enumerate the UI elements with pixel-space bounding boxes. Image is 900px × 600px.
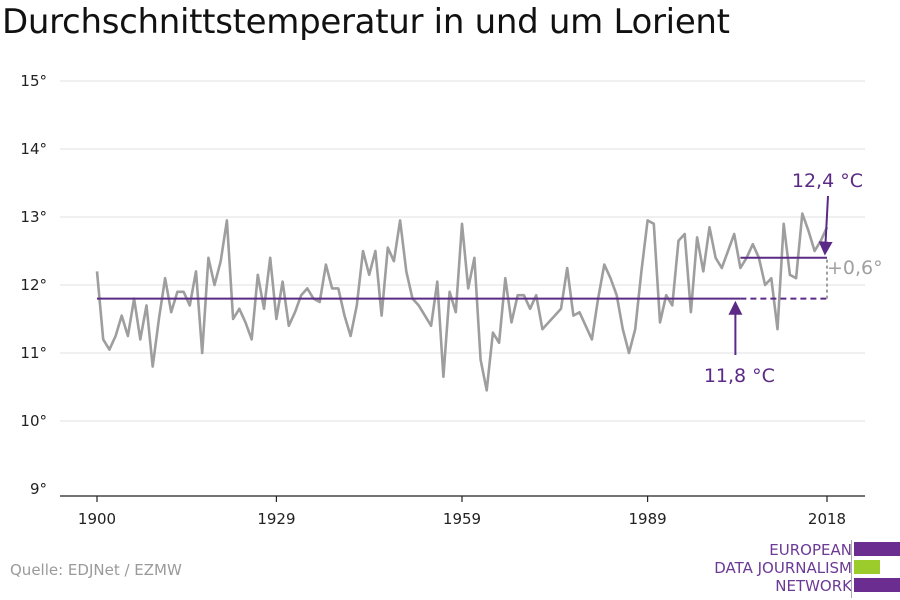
x-tick-label: 1900	[78, 510, 116, 528]
logo-line-2: DATA JOURNALISM	[714, 559, 852, 577]
y-tick-label: 13°	[20, 208, 47, 226]
x-tick-label: 2018	[808, 510, 846, 528]
logo-line-1: EUROPEAN	[769, 541, 852, 559]
y-tick-label: 12°	[20, 276, 47, 294]
logo-line-3: NETWORK	[775, 577, 852, 595]
x-axis	[60, 495, 865, 502]
chart-title: Durchschnittstemperatur in und um Lorien…	[2, 2, 730, 42]
logo-bar-green	[854, 560, 880, 574]
annotations: +0,6° 12,4 °C 11,8 °C	[704, 170, 883, 387]
lower-mean-label: 11,8 °C	[704, 365, 775, 387]
source-note: Quelle: EDJNet / EZMW	[10, 561, 182, 579]
x-tick-label: 1959	[443, 510, 481, 528]
y-tick-label: 11°	[20, 344, 47, 362]
difference-label: +0,6°	[827, 257, 883, 279]
upper-mean-arrow	[818, 195, 833, 256]
logo-bar-purple-1	[854, 542, 900, 556]
reference-lines	[97, 256, 827, 300]
series-layer	[95, 212, 829, 392]
y-tick-label: 10°	[20, 412, 47, 430]
edjnet-logo: EUROPEAN DATA JOURNALISM NETWORK	[700, 540, 900, 598]
series-line	[95, 212, 829, 392]
x-tick-label: 1929	[257, 510, 295, 528]
logo-divider	[851, 540, 852, 598]
y-tick-label: 14°	[20, 140, 47, 158]
x-tick-label: 1989	[628, 510, 666, 528]
logo-bar-purple-2	[854, 578, 900, 592]
x-axis-tick-labels: 1900 1929 1959 1989 2018	[78, 510, 846, 528]
y-tick-label: 15°	[20, 72, 47, 90]
upper-mean-label: 12,4 °C	[792, 170, 863, 192]
y-tick-label: 9°	[30, 480, 47, 498]
y-axis-tick-labels: 9° 10° 11° 12° 13° 14° 15°	[20, 72, 47, 498]
